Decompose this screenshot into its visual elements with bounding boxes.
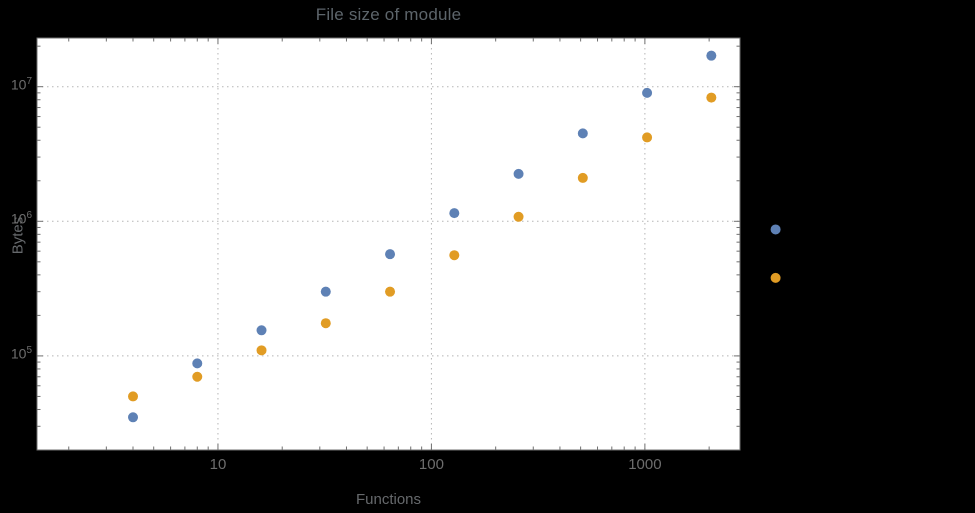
data-point-series-blue [642, 87, 653, 98]
data-point-series-blue [706, 50, 717, 61]
data-point-series-blue [449, 208, 460, 219]
data-point-series-orange [320, 318, 331, 329]
data-point-series-orange [706, 92, 717, 103]
data-point-series-orange [513, 211, 524, 222]
data-point-series-orange [642, 132, 653, 143]
frame-border [36, 37, 741, 451]
data-point-series-blue [513, 168, 524, 179]
data-point-series-orange [449, 250, 460, 261]
y-tick-label: 105 [10, 344, 32, 362]
data-point-series-orange [192, 371, 203, 382]
data-point-series-blue [385, 249, 396, 260]
data-point-series-blue [192, 358, 203, 369]
data-point-series-orange [577, 172, 588, 183]
data-point-series-blue [770, 224, 781, 235]
data-point-series-orange [128, 391, 139, 402]
data-point-series-blue [256, 325, 267, 336]
data-point-series-blue [320, 286, 331, 297]
data-point-series-orange [256, 345, 267, 356]
chart-title: File size of module [315, 5, 462, 24]
data-point-series-orange [770, 272, 781, 283]
plot-background [37, 38, 740, 450]
data-point-series-blue [128, 412, 139, 423]
data-point-series-blue [577, 128, 588, 139]
y-tick-label: 107 [10, 75, 32, 93]
data-point-series-orange [385, 286, 396, 297]
x-tick-label: 100 [418, 456, 444, 473]
x-tick-label: 10 [209, 456, 227, 473]
x-tick-label: 1000 [628, 456, 662, 473]
x-axis-label: Functions [355, 491, 422, 508]
y-tick-label: 106 [10, 210, 32, 227]
